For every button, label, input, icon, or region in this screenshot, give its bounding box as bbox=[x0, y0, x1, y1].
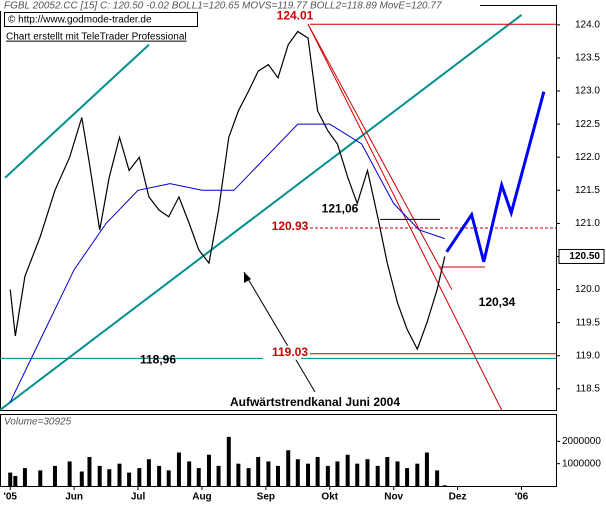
level-label-bg bbox=[268, 9, 306, 24]
volume-bar bbox=[13, 475, 18, 486]
volume-tick-label: 2000000 bbox=[562, 436, 601, 447]
volume-bar bbox=[226, 436, 231, 486]
volume-bar bbox=[295, 459, 300, 486]
annotation: Aufwärtstrendkanal Juni 2004 bbox=[230, 395, 400, 409]
copyright-box bbox=[4, 12, 198, 27]
volume-bar bbox=[146, 459, 151, 486]
y-tick-label: 121.5 bbox=[575, 185, 600, 196]
volume-bar bbox=[276, 465, 280, 486]
level-label: 120.93 bbox=[272, 219, 309, 233]
volume-bar bbox=[127, 472, 132, 486]
volume-bar bbox=[107, 469, 112, 486]
x-tick-label: Jun bbox=[65, 492, 83, 503]
volume-bar bbox=[266, 461, 271, 486]
volume-bar bbox=[355, 463, 360, 486]
level-label: 124.01 bbox=[277, 8, 314, 22]
volume-bar bbox=[315, 456, 320, 486]
x-tick-label: Aug bbox=[192, 492, 211, 503]
annotation-arrow bbox=[243, 271, 316, 393]
volume-bar bbox=[345, 454, 350, 486]
volume-bar bbox=[415, 463, 420, 486]
y-tick-label: 118.5 bbox=[576, 383, 601, 394]
x-tick-label: '05 bbox=[3, 492, 17, 503]
volume-bar bbox=[22, 468, 27, 486]
trendline bbox=[307, 23, 503, 410]
volume-bar bbox=[246, 468, 251, 486]
volume-bar bbox=[442, 485, 447, 486]
header-bg bbox=[0, 0, 480, 11]
volume-bar bbox=[435, 470, 440, 486]
y-tick-label: 121.0 bbox=[575, 218, 600, 229]
y-tick-label: 123.0 bbox=[575, 86, 600, 97]
volume-bar bbox=[117, 463, 122, 486]
y-tick-label: 124.0 bbox=[575, 19, 600, 30]
level-label: 119.03 bbox=[272, 345, 308, 359]
y-tick-label: 123.5 bbox=[575, 53, 600, 64]
x-tick-label: '06 bbox=[515, 492, 529, 503]
volume-bar bbox=[187, 461, 192, 486]
y-tick-label: 122.0 bbox=[575, 152, 600, 163]
volume-bar bbox=[306, 463, 311, 486]
volume-bar bbox=[375, 465, 380, 486]
volume-bar bbox=[176, 452, 181, 486]
level-label: 121,06 bbox=[322, 202, 359, 216]
volume-bar bbox=[38, 470, 43, 486]
forecast-line bbox=[445, 91, 546, 263]
trendline bbox=[4, 43, 150, 179]
trendline bbox=[307, 23, 453, 290]
price-line bbox=[9, 30, 446, 351]
moving-average bbox=[9, 123, 445, 403]
y-tick-label: 119.5 bbox=[576, 317, 601, 328]
volume-bar bbox=[67, 461, 72, 486]
x-tick-label: Dez bbox=[449, 492, 467, 503]
last-price-label: 120.50 bbox=[569, 251, 600, 262]
volume-bar bbox=[216, 465, 221, 486]
volume-bar bbox=[206, 454, 211, 486]
volume-bar bbox=[52, 465, 57, 486]
credit: Chart erstellt mit TeleTrader Profession… bbox=[6, 32, 187, 43]
last-price-box bbox=[558, 248, 605, 264]
copyright: © http://www.godmode-trader.de bbox=[8, 15, 152, 26]
level-label-bg bbox=[263, 220, 301, 235]
y-tick-label: 119.0 bbox=[576, 350, 601, 361]
volume-bar bbox=[286, 450, 291, 486]
volume-bar bbox=[87, 456, 92, 486]
header: FGBL 20052.CC [15] C: 120.50 -0.02 BOLL1… bbox=[4, 1, 442, 12]
volume-frame bbox=[0, 414, 557, 487]
volume-bar bbox=[335, 461, 340, 486]
volume-bar bbox=[424, 452, 429, 486]
x-tick-label: Okt bbox=[321, 492, 338, 503]
y-tick-label: 120.0 bbox=[575, 284, 600, 295]
volume-bar bbox=[256, 456, 261, 486]
x-tick-label: Jul bbox=[131, 492, 146, 503]
x-tick-label: Nov bbox=[384, 492, 403, 503]
volume-bar bbox=[166, 470, 171, 486]
x-tick-label: Sep bbox=[257, 492, 275, 503]
volume-bar bbox=[196, 468, 201, 486]
plot-area bbox=[0, 14, 556, 410]
volume-bar bbox=[395, 461, 400, 486]
volume-bar bbox=[137, 468, 142, 486]
volume-bar bbox=[405, 468, 410, 486]
y-tick-label: 122.5 bbox=[575, 119, 600, 130]
level-label: 120,34 bbox=[479, 295, 516, 309]
volume-bar bbox=[8, 472, 13, 486]
volume-bar bbox=[385, 456, 390, 486]
trendline bbox=[0, 14, 523, 410]
volume-label: Volume=30925 bbox=[4, 417, 72, 428]
level-label: 118,96 bbox=[140, 353, 176, 367]
volume-bar bbox=[79, 471, 84, 486]
volume-bar bbox=[157, 465, 162, 486]
arrow-head bbox=[244, 272, 251, 283]
volume-bar bbox=[325, 465, 330, 486]
volume-bar bbox=[365, 459, 370, 486]
volume-tick-label: 1000000 bbox=[562, 458, 601, 469]
level-label-bg bbox=[263, 345, 301, 360]
volume-bar bbox=[97, 465, 102, 486]
volume-bar bbox=[236, 463, 241, 486]
